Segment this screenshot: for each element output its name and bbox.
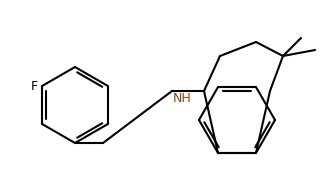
Text: NH: NH bbox=[173, 92, 192, 105]
Text: F: F bbox=[31, 79, 38, 92]
